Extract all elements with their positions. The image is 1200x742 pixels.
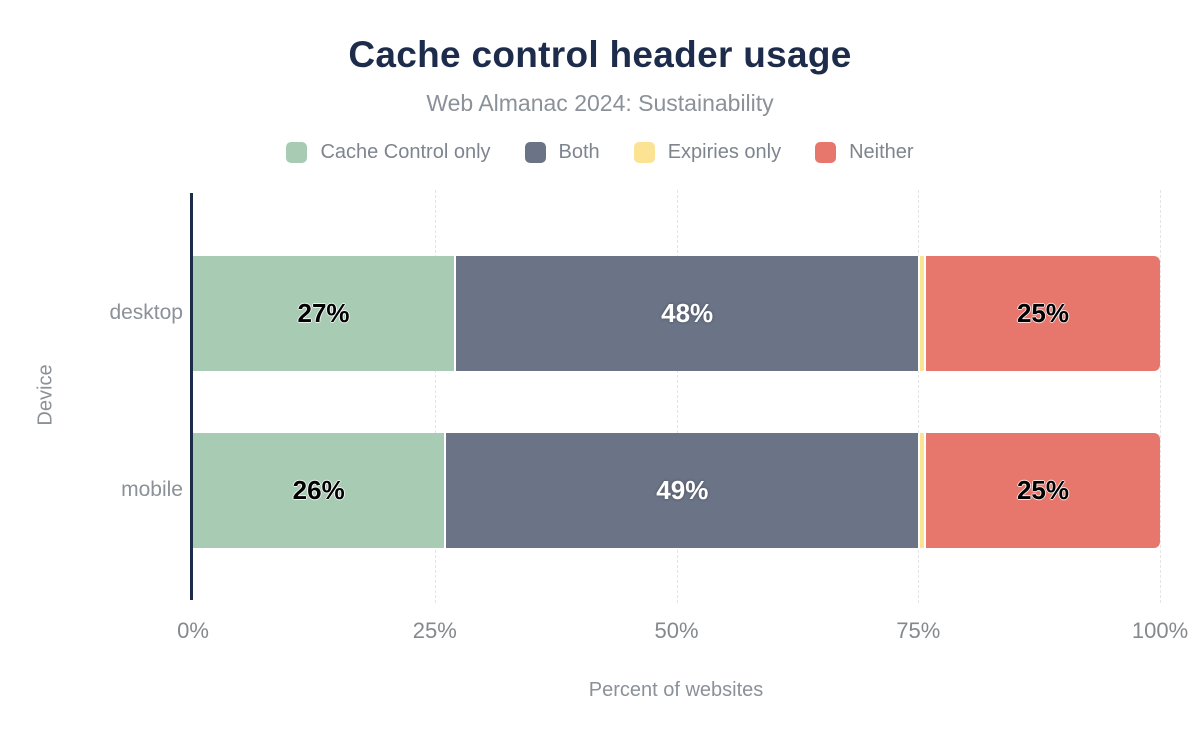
gridline-50pct <box>676 190 678 603</box>
legend-item-expiries-only[interactable]: Expiries only <box>633 141 782 164</box>
gridline-100pct <box>1160 190 1161 603</box>
legend-item-neither[interactable]: Neither <box>815 141 914 164</box>
legend-label: Cache Control only <box>320 141 491 163</box>
x-tick-label-75: 75% <box>896 618 941 643</box>
chart-title: Cache control header usage <box>348 34 852 75</box>
legend-label: Expiries only <box>667 141 782 163</box>
x-tick-label-50: 50% <box>654 618 699 643</box>
gridline-25pct <box>434 190 436 603</box>
x-axis-title: Percent of websites <box>588 679 764 701</box>
bar-row-desktop: 27% 48% 25% <box>193 256 1160 371</box>
y-axis-line <box>190 193 193 600</box>
legend-swatch-neither <box>815 142 837 163</box>
plot-area: 27% 48% 25% 26% 49% 25% <box>190 190 1161 603</box>
bar-value-label: 25% <box>1016 298 1070 328</box>
bar-segment-mobile-neither[interactable]: 25% <box>924 433 1160 548</box>
legend-item-cache-control-only[interactable]: Cache Control only <box>286 141 491 164</box>
bar-segment-mobile-expiries-only[interactable] <box>918 433 925 548</box>
legend-label: Both <box>558 141 600 163</box>
y-axis-title: Device <box>34 364 57 426</box>
legend-item-both[interactable]: Both <box>524 141 600 164</box>
legend-swatch-both <box>524 142 546 163</box>
gridline-75pct <box>918 190 920 603</box>
bar-value-label: 25% <box>1016 475 1070 505</box>
y-tick-label-mobile: mobile <box>121 478 183 501</box>
x-tick-label-25: 25% <box>412 618 457 643</box>
bar-segment-desktop-neither[interactable]: 25% <box>924 256 1160 371</box>
x-tick-label-100: 100% <box>1131 618 1189 643</box>
chart-subtitle: Web Almanac 2024: Sustainability <box>426 90 774 116</box>
bar-value-label: 48% <box>661 298 714 328</box>
legend: Cache Control only Both Expiries only Neith… <box>0 141 1200 164</box>
bar-value-label: 49% <box>656 475 709 505</box>
bar-row-mobile: 26% 49% 25% <box>193 433 1160 548</box>
legend-swatch-cache-control-only <box>286 142 308 163</box>
x-tick-label-0: 0% <box>177 618 209 643</box>
bar-value-label: 26% <box>292 475 345 505</box>
bar-segment-desktop-both[interactable]: 48% <box>454 256 919 371</box>
y-tick-label-desktop: desktop <box>109 301 183 324</box>
bar-value-label: 27% <box>297 298 350 328</box>
legend-swatch-expiries-only <box>633 142 655 163</box>
bar-segment-desktop-expiries-only[interactable] <box>918 256 925 371</box>
bar-segment-mobile-cache-control-only[interactable]: 26% <box>193 433 445 548</box>
bar-segment-desktop-cache-control-only[interactable]: 27% <box>193 256 455 371</box>
legend-label: Neither <box>849 141 914 163</box>
bar-segment-mobile-both[interactable]: 49% <box>444 433 919 548</box>
